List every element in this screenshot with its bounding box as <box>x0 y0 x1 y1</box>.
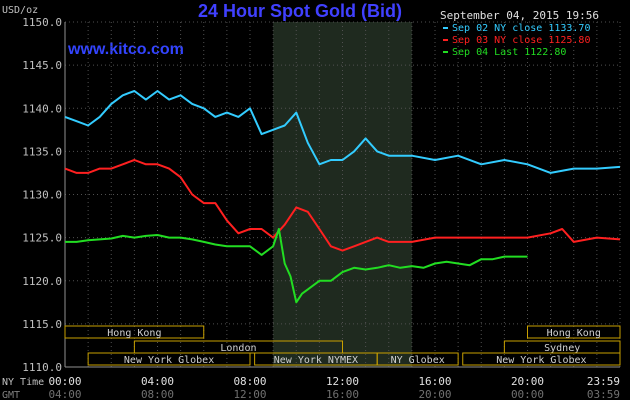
session-box <box>64 325 205 339</box>
y-tick-label: 1135.0 <box>22 145 62 158</box>
y-tick-label: 1150.0 <box>22 16 62 29</box>
session-label: Sydney <box>544 343 580 354</box>
series-line <box>65 228 528 304</box>
x-tick-label-gmt: 12:00 <box>233 388 266 400</box>
x-tick-label-gmt: 16:00 <box>326 388 359 400</box>
session-label: NY Globex <box>391 355 445 366</box>
x-tick-label-gmt: 08:00 <box>141 388 174 400</box>
x-tick-label-gmt: 03:59 <box>587 388 620 400</box>
y-tick-label: 1125.0 <box>22 232 62 245</box>
x-tick-label-ny: 12:00 <box>326 375 359 388</box>
y-axis-label: USD/oz <box>2 5 38 16</box>
x-tick-label-ny: 20:00 <box>511 375 544 388</box>
y-tick-label: 1110.0 <box>22 361 62 374</box>
x-tick-label-ny: 00:00 <box>48 375 81 388</box>
session-label: Hong Kong <box>107 328 161 339</box>
session-label: London <box>220 343 256 354</box>
x-tick-label-gmt: 20:00 <box>418 388 451 400</box>
series-line <box>64 90 621 174</box>
y-tick-label: 1120.0 <box>22 275 62 288</box>
session-label: New York Globex <box>124 355 214 366</box>
session-box <box>527 325 621 339</box>
y-tick-label: 1140.0 <box>22 102 62 115</box>
session-label: New York NYMEX <box>274 355 358 366</box>
legend-label: Sep 02 NY close 1133.70 <box>452 23 590 34</box>
x-row-label-ny: NY Time <box>2 377 44 388</box>
x-tick-label-ny: 16:00 <box>418 375 451 388</box>
legend-label: Sep 03 NY close 1125.80 <box>452 35 590 46</box>
legend-label: Sep 04 Last 1122.80 <box>452 47 566 58</box>
x-tick-label-gmt: 00:00 <box>511 388 544 400</box>
y-tick-label: 1145.0 <box>22 59 62 72</box>
x-tick-label-ny: 23:59 <box>587 375 620 388</box>
y-tick-label: 1130.0 <box>22 189 62 202</box>
session-label: New York Globex <box>496 355 586 366</box>
chart-title: 24 Hour Spot Gold (Bid) <box>198 1 402 21</box>
x-tick-label-ny: 08:00 <box>233 375 266 388</box>
session-box <box>376 352 459 366</box>
y-tick-label: 1115.0 <box>22 318 62 331</box>
x-tick-label-ny: 04:00 <box>141 375 174 388</box>
timestamp-label: September 04, 2015 19:56 <box>440 9 599 22</box>
plot-area: 1110.0 1115.0 1120.0 1125.0 1130.0 1135.0 1140… <box>22 16 621 400</box>
session-box <box>462 352 621 366</box>
session-box <box>87 352 251 366</box>
x-tick-label-gmt: 04:00 <box>48 388 81 400</box>
session-label: Hong Kong <box>547 328 601 339</box>
x-row-label-gmt: GMT <box>2 390 20 400</box>
website-label: www.kitco.com <box>67 41 184 58</box>
series-line <box>64 159 621 252</box>
